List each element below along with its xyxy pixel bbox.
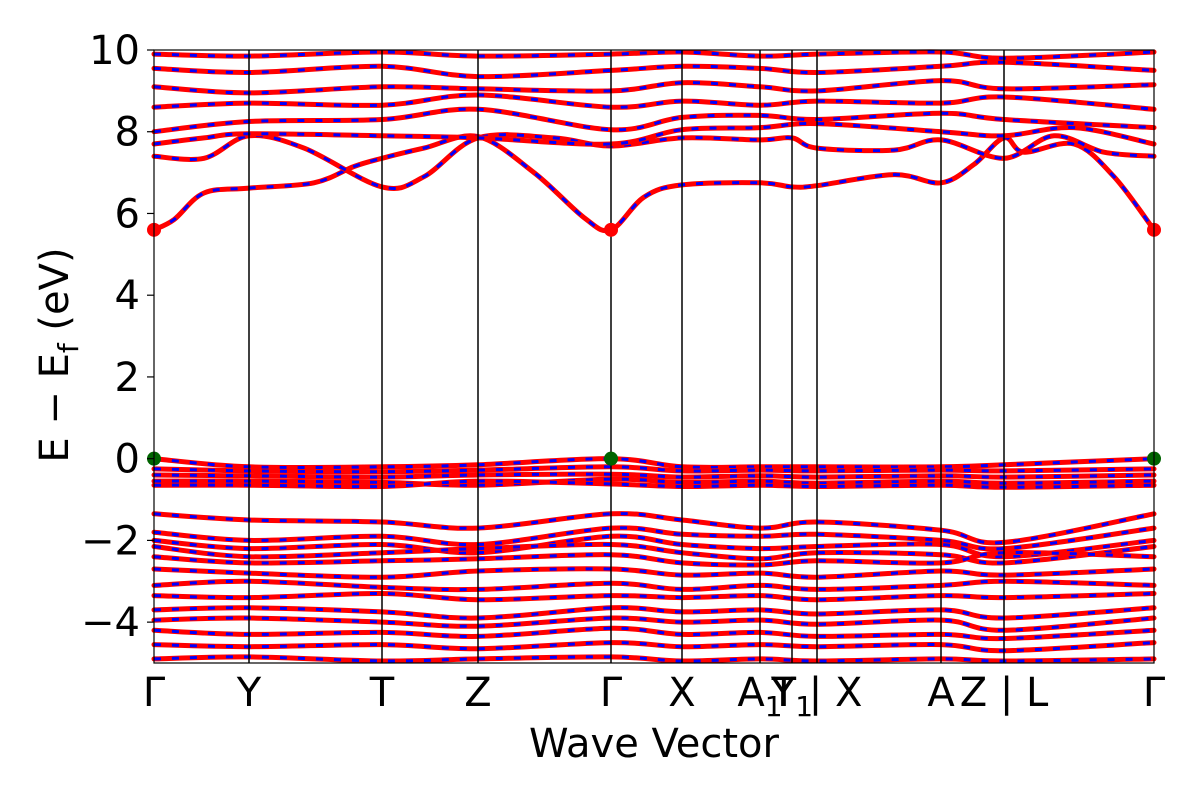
plot-frame xyxy=(153,49,1155,664)
y-tick-label-1: −2 xyxy=(81,518,140,564)
x-tick-label-10: Z | L xyxy=(960,670,1049,716)
x-tick-sub-7: 1 xyxy=(795,690,813,723)
y-axis-label-main: E − E xyxy=(32,353,78,463)
band-line-down-9 xyxy=(153,457,1155,470)
x-tick-label-5: X xyxy=(668,670,695,716)
x-tick-label-2: T xyxy=(369,670,395,716)
x-tick-sub-6: 1 xyxy=(765,690,783,723)
band-line-down-14 xyxy=(153,512,1155,545)
band-line-down-4 xyxy=(153,107,1155,134)
y-axis-ticks: −4 −2 0 2 4 6 8 10 xyxy=(81,28,154,646)
x-axis-label: Wave Vector xyxy=(529,721,780,767)
kpoint-divider-lines xyxy=(248,50,1005,663)
x-tick-label-11: Γ xyxy=(1143,670,1166,716)
band-line-down-5 xyxy=(153,93,1155,111)
y-axis-label-sub: f xyxy=(52,342,85,353)
x-tick-label-3: Z xyxy=(464,670,491,716)
x-tick-label-6: A1 xyxy=(737,670,782,723)
band-line-down-16 xyxy=(153,534,1155,559)
y-tick-label-0: −4 xyxy=(81,600,140,646)
x-tick-label-0: Γ xyxy=(143,670,166,716)
y-tick-label-3: 2 xyxy=(115,355,140,401)
y-tick-label-5: 6 xyxy=(115,191,140,237)
y-axis-label-unit: (eV) xyxy=(32,247,78,343)
y-tick-label-2: 0 xyxy=(115,437,140,483)
y-tick-label-4: 4 xyxy=(115,273,140,319)
y-tick-label-7: 10 xyxy=(89,28,140,74)
x-tick-label-9: A xyxy=(927,670,955,716)
cbm-marker-1 xyxy=(604,222,618,237)
band-edge-markers xyxy=(147,222,1161,466)
x-tick-label-1: Y xyxy=(236,670,262,716)
band-line-down-3 xyxy=(153,122,1155,146)
x-tick-label-4: Γ xyxy=(600,670,623,716)
band-line-down-7 xyxy=(153,60,1155,79)
x-tick-label-8: T | X xyxy=(771,670,863,716)
y-axis-label: E − Ef (eV) xyxy=(32,247,85,462)
y-tick-label-6: 8 xyxy=(115,110,140,156)
vbm-marker-1 xyxy=(604,451,618,466)
band-line-down-17 xyxy=(153,542,1155,565)
band-line-down-15 xyxy=(153,526,1155,551)
